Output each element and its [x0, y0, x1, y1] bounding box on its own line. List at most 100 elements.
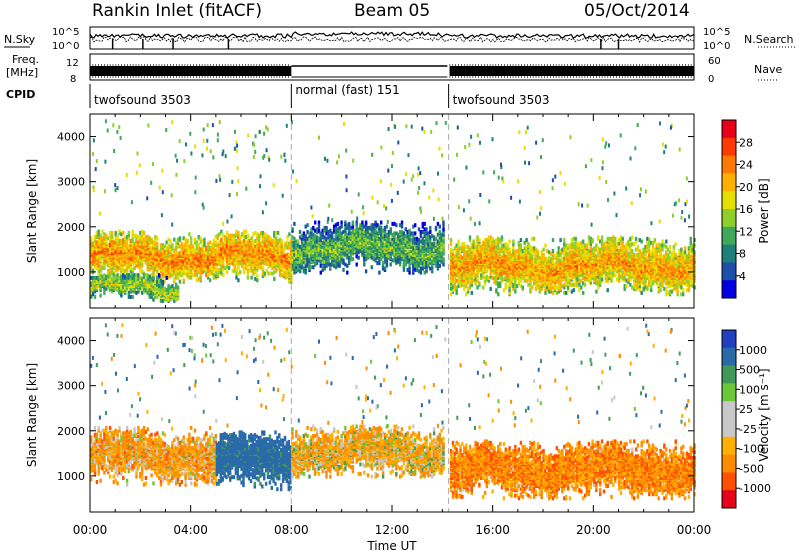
echo-cell [457, 284, 460, 289]
echo-cell [120, 241, 123, 246]
echo-cell [101, 262, 104, 266]
echo-cell [165, 249, 168, 254]
cpid-segment-label: twofsound 3503 [453, 93, 550, 107]
echo-cell [246, 236, 250, 241]
echo-cell [398, 259, 402, 264]
echo-cell [495, 244, 498, 249]
echo-cell [129, 268, 132, 273]
echo-cell [129, 288, 132, 293]
echo-cell [355, 254, 358, 259]
echo-cell [142, 256, 146, 261]
echo-cell [404, 227, 407, 232]
echo-cell [402, 236, 406, 241]
echo-cell [193, 253, 197, 258]
echo-cell [122, 240, 125, 245]
echo-cell [110, 277, 114, 282]
echo-cell [325, 225, 328, 230]
echo-cell [258, 264, 261, 269]
echo-cell [361, 249, 364, 253]
echo-cell [118, 239, 121, 243]
echo-cell [218, 249, 221, 254]
echo-cell [286, 252, 289, 257]
echo-cell [103, 239, 106, 243]
echo-cell [344, 239, 347, 244]
echo-cell [284, 253, 287, 258]
echo-cell [295, 239, 298, 244]
echo-cell [449, 278, 453, 283]
echo-cell [163, 297, 166, 302]
echo-cell [227, 259, 231, 264]
nsearch-tick-top: 10^5 [703, 27, 730, 38]
echo-cell [364, 257, 368, 262]
echo-cell [222, 272, 225, 277]
echo-cell [195, 271, 199, 276]
echo-cell [453, 278, 457, 283]
echo-cell [493, 239, 496, 244]
nsearch-tick-bottom: 10^0 [703, 41, 730, 52]
echo-cell [370, 265, 373, 270]
echo-cell [470, 290, 473, 295]
echo-cell [478, 281, 481, 286]
echo-cell [165, 240, 168, 245]
echo-cell [142, 286, 146, 291]
echo-cell [108, 235, 112, 239]
echo-cell [231, 253, 234, 258]
echo-cell [461, 247, 464, 252]
echo-cell [381, 261, 385, 266]
echo-cell [212, 247, 216, 252]
echo-cell [483, 278, 487, 283]
echo-cell [97, 256, 100, 261]
echo-cell [265, 240, 268, 245]
echo-cell [174, 282, 178, 287]
echo-cell [423, 221, 426, 226]
echo-cell [393, 221, 396, 226]
echo-cell [342, 250, 345, 255]
echo-cell [146, 243, 149, 248]
echo-cell [436, 221, 440, 226]
echo-cell [273, 230, 276, 235]
echo-cell [506, 250, 509, 255]
echo-cell [120, 253, 123, 258]
echo-cell [427, 247, 430, 252]
echo-cell [306, 223, 309, 228]
echo-cell [465, 250, 468, 255]
echo-cell [436, 255, 440, 260]
echo-cell [425, 240, 428, 245]
echo-cell [346, 232, 349, 237]
echo-cell [297, 263, 300, 268]
echo-cell [455, 243, 458, 248]
echo-cell [349, 225, 353, 230]
echo-cell [357, 247, 360, 252]
echo-cell [195, 243, 199, 248]
echo-cell [216, 236, 219, 241]
echo-cell [120, 239, 123, 243]
echo-cell [489, 238, 492, 243]
echo-cell [293, 270, 296, 275]
nsearch-trace [89, 35, 695, 43]
echo-cell [434, 236, 438, 241]
echo-cell [163, 286, 166, 291]
echo-cell [508, 282, 511, 287]
echo-cell [169, 256, 172, 261]
echo-cell [163, 266, 166, 271]
echo-cell [319, 235, 322, 240]
echo-cell [90, 275, 93, 280]
echo-cell [419, 230, 423, 234]
echo-cell [370, 223, 373, 228]
echo-cell [118, 275, 121, 280]
echo-cell [429, 225, 432, 230]
echo-cell [231, 241, 234, 246]
echo-cell [263, 241, 267, 246]
echo-cell [150, 240, 153, 245]
echo-cell [114, 244, 117, 249]
echo-cell [376, 231, 379, 236]
echo-cell [122, 256, 125, 261]
echo-cell [101, 229, 104, 234]
echo-cell [244, 248, 248, 253]
echo-cell [440, 235, 443, 240]
echo-cell [186, 272, 189, 277]
echo-cell [248, 239, 251, 243]
echo-cell [402, 267, 406, 272]
echo-cell [186, 268, 189, 273]
echo-cell [346, 225, 349, 230]
